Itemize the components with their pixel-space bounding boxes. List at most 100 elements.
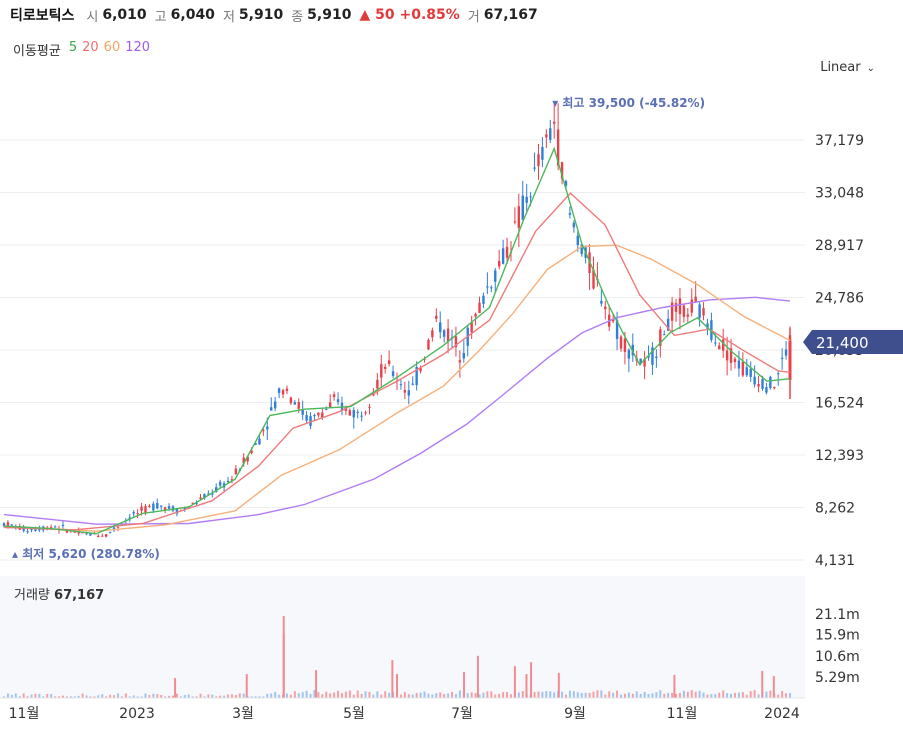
candle-body bbox=[65, 530, 69, 533]
volume-bar-spike bbox=[391, 660, 394, 698]
high-annotation: ▾ 최고 39,500 (-45.82%) bbox=[552, 95, 705, 110]
moving-average-legend[interactable]: 이동평균 5 20 60 120 bbox=[13, 40, 150, 59]
volume-bar bbox=[671, 692, 674, 698]
volume-bar bbox=[144, 693, 147, 698]
ma60-line bbox=[3, 244, 791, 532]
candle-body bbox=[218, 481, 222, 486]
volume-bar bbox=[46, 693, 49, 698]
candle-body bbox=[753, 376, 756, 385]
candle-body bbox=[454, 336, 458, 348]
volume-bar bbox=[6, 693, 9, 698]
candle-body bbox=[246, 456, 249, 462]
candle-body bbox=[698, 304, 701, 318]
candle-body bbox=[360, 415, 363, 417]
volume-bar bbox=[506, 691, 509, 698]
volume-panel-bg bbox=[0, 576, 805, 698]
volume-bar bbox=[431, 694, 434, 698]
volume-bar bbox=[714, 694, 717, 698]
volume-bar bbox=[309, 693, 312, 698]
volume-bar bbox=[97, 695, 100, 698]
volume-bar bbox=[568, 690, 571, 698]
volume-bar bbox=[81, 693, 84, 698]
volume-bar bbox=[321, 694, 324, 698]
candle-body bbox=[289, 397, 293, 404]
volume-bar bbox=[718, 692, 721, 698]
y-tick-label: 24,786 bbox=[815, 291, 864, 307]
volume-bar bbox=[344, 691, 347, 698]
volume-bar bbox=[215, 696, 218, 698]
volume-bar bbox=[289, 694, 292, 698]
volume-bar bbox=[230, 694, 233, 698]
candle-body bbox=[682, 305, 686, 317]
volume-bar bbox=[105, 696, 108, 698]
candle-body bbox=[478, 302, 481, 314]
volume-bar bbox=[140, 696, 143, 698]
volume-bar-spike bbox=[174, 678, 177, 698]
volume-bar bbox=[439, 692, 442, 698]
y-tick-label: 12,393 bbox=[815, 448, 864, 464]
volume-bar bbox=[364, 691, 367, 698]
ma5-label: 5 bbox=[68, 40, 78, 55]
candle-body bbox=[391, 371, 395, 376]
volume-tick-label: 5.29m bbox=[815, 670, 860, 686]
volume-bar bbox=[435, 693, 438, 698]
candle-body bbox=[211, 493, 214, 495]
candle-body bbox=[101, 535, 104, 537]
volume-bar bbox=[470, 692, 473, 698]
volume-bar bbox=[93, 696, 96, 698]
x-tick-label: 5월 bbox=[343, 706, 365, 722]
volume-bar bbox=[407, 694, 410, 698]
volume-bar bbox=[690, 690, 693, 698]
volume-bar bbox=[183, 695, 186, 698]
candle-body bbox=[769, 376, 772, 389]
volume-bar bbox=[30, 694, 33, 698]
candle-body bbox=[670, 302, 674, 321]
volume-bar bbox=[517, 692, 520, 698]
volume-bar bbox=[643, 691, 646, 698]
volume-bar bbox=[678, 692, 681, 698]
volume-bar bbox=[61, 695, 64, 698]
candle-body bbox=[663, 334, 666, 336]
volume-bar-spike bbox=[772, 676, 775, 698]
volume-bar bbox=[682, 690, 685, 698]
volume-bar bbox=[164, 696, 167, 698]
volume-bar bbox=[274, 691, 277, 698]
volume-bar bbox=[423, 691, 426, 698]
volume-bar bbox=[85, 695, 88, 698]
volume-bar bbox=[175, 693, 178, 698]
candle-body bbox=[623, 338, 627, 352]
candle-body bbox=[549, 128, 552, 140]
candle-body bbox=[415, 367, 418, 386]
candle-body bbox=[757, 383, 760, 387]
scale-dropdown[interactable]: Linear ⌄ bbox=[820, 60, 875, 75]
volume-bar bbox=[278, 694, 281, 698]
candle-body bbox=[494, 270, 497, 282]
volume-bar bbox=[262, 696, 265, 698]
candle-body bbox=[702, 308, 705, 316]
candle-body bbox=[376, 379, 379, 389]
volume-bar bbox=[168, 695, 171, 698]
volume-bar bbox=[549, 691, 552, 698]
candle-body bbox=[470, 322, 473, 333]
volume-panel-label: 거래량 bbox=[14, 588, 50, 603]
candle-body bbox=[411, 383, 414, 385]
volume-bar bbox=[706, 694, 709, 698]
volume-bar bbox=[419, 692, 422, 698]
candle-body bbox=[619, 336, 623, 349]
volume-bar bbox=[120, 696, 123, 698]
volume-bar bbox=[592, 691, 595, 698]
volume-bar bbox=[38, 693, 41, 698]
candle-body bbox=[580, 244, 583, 255]
candle-body bbox=[160, 505, 163, 507]
ma20-line bbox=[3, 192, 791, 531]
scale-label: Linear bbox=[820, 60, 861, 75]
volume-bar-spike bbox=[525, 674, 528, 698]
candle-body bbox=[356, 411, 359, 413]
candle-body bbox=[49, 527, 53, 529]
volume-bar bbox=[494, 694, 497, 698]
volume-bar bbox=[223, 695, 226, 698]
candle-body bbox=[442, 330, 446, 337]
volume-bar bbox=[757, 694, 760, 698]
candle-body bbox=[784, 349, 788, 356]
